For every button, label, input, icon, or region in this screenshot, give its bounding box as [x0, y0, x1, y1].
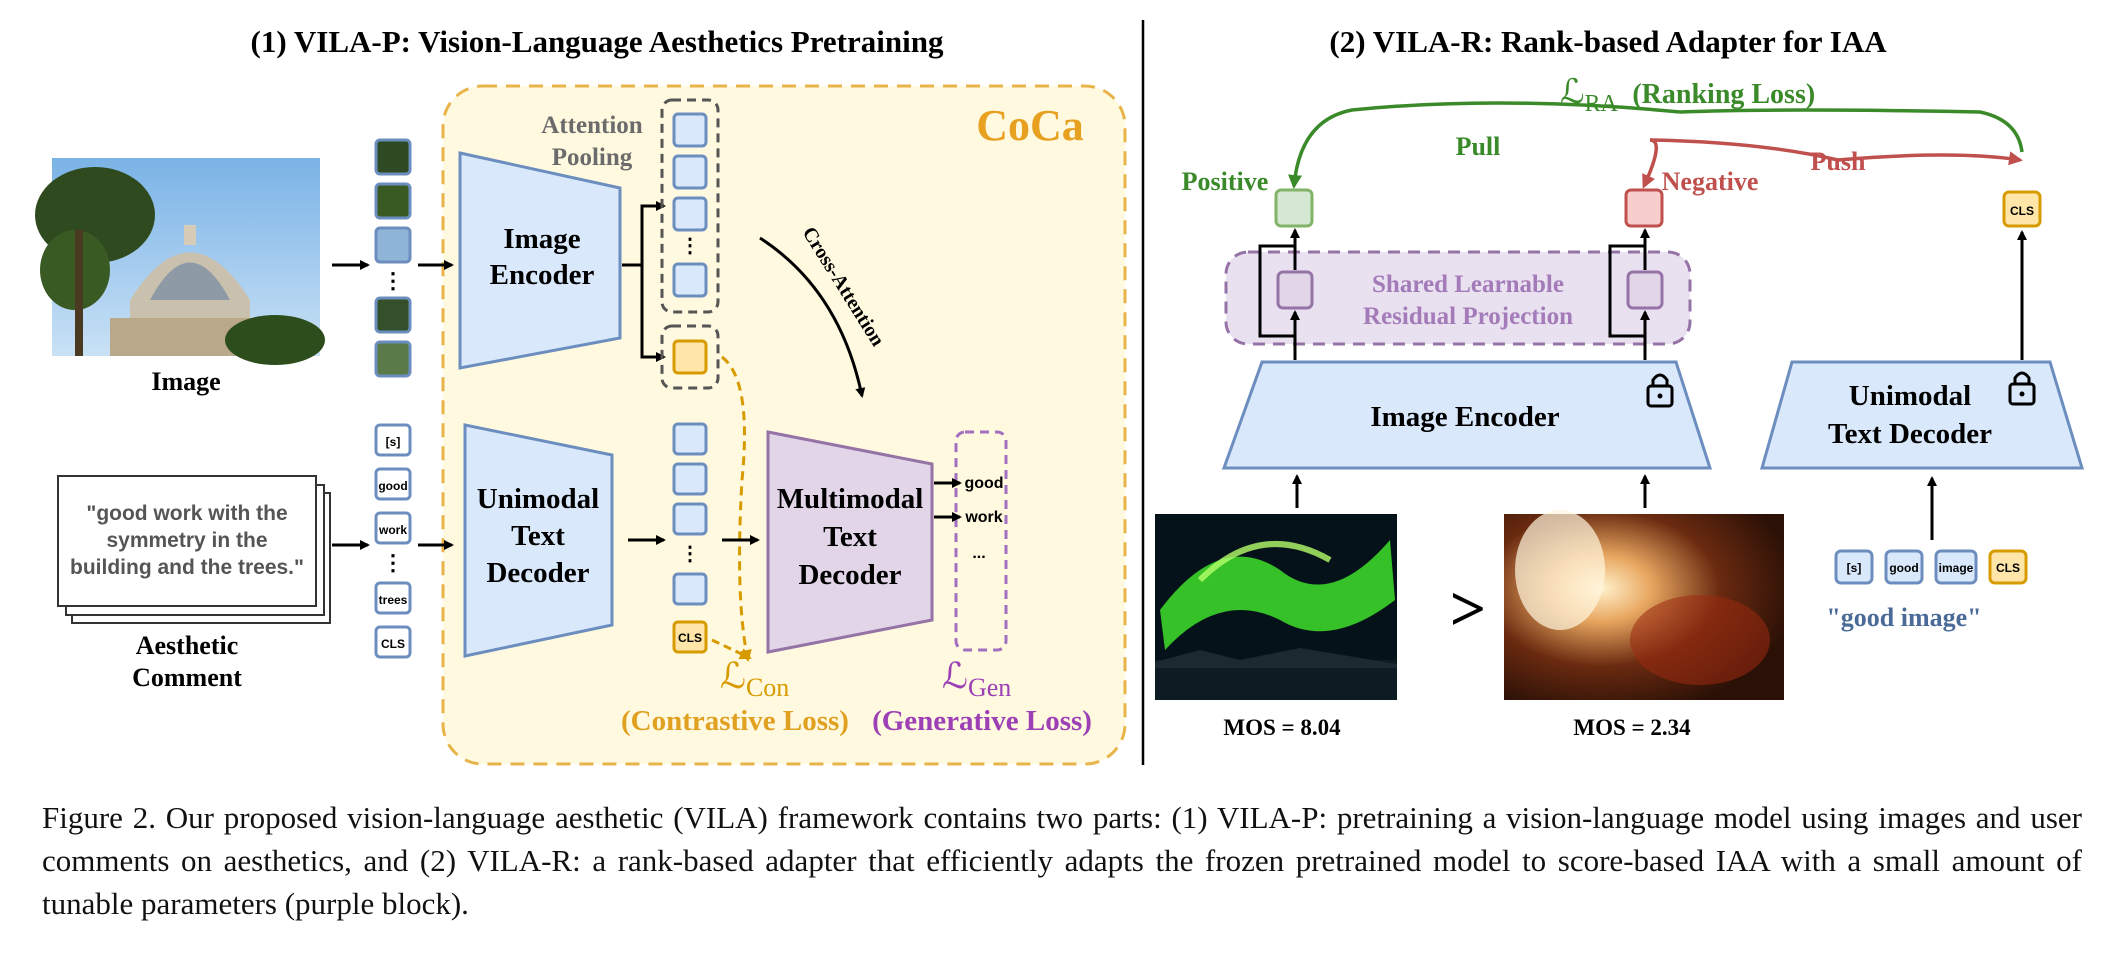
- unimodal-decoder-line-3: Decoder: [486, 557, 589, 589]
- pull-arc-left: [1679, 108, 2024, 153]
- residual-projection-line-2: Residual Projection: [1363, 303, 1573, 330]
- image-cls-embedding: [660, 324, 720, 390]
- negative-label: Negative: [1662, 167, 1759, 196]
- image-label: Image: [151, 367, 220, 396]
- vila-r-token-s-label: [s]: [1847, 561, 1862, 575]
- shared-residual-projection: [1224, 250, 1692, 346]
- mos-low: MOS = 2.34: [1573, 715, 1691, 740]
- comment-line-1: "good work with the: [86, 502, 287, 525]
- multimodal-text-decoder: [766, 430, 934, 654]
- contrastive-link-arrow: [721, 355, 752, 662]
- contrastive-link-arrow-2: [711, 638, 752, 660]
- vila-r-token-image: [1934, 549, 1978, 585]
- comment-line-3: building and the trees.": [70, 556, 304, 579]
- text-cls-token: CLS: [678, 631, 702, 645]
- contrastive-loss-symbol: ℒCon: [720, 656, 789, 702]
- vila-p-unimodal-text-decoder: [463, 423, 614, 658]
- comment-label-line-1: Aesthetic: [136, 631, 239, 660]
- text-token-ellipsis: ⋮: [382, 550, 404, 575]
- lock-icon: [2008, 371, 2036, 406]
- unimodal-decoder-line-2: Text: [511, 520, 565, 552]
- lock-icon: [1646, 373, 1674, 408]
- comment-card-stack: [57, 475, 331, 624]
- mos-high: MOS = 8.04: [1223, 715, 1341, 740]
- image-patch-tokens: ⋮: [374, 138, 412, 378]
- text-token-good: good: [378, 479, 407, 493]
- left-panel-title: (1) VILA-P: Vision-Language Aesthetics P…: [251, 24, 944, 59]
- pull-label: Pull: [1456, 132, 1501, 161]
- push-arc-2: [1642, 138, 1658, 189]
- text-token-cls: CLS: [381, 637, 405, 651]
- generated-token-good: good: [964, 475, 1003, 492]
- positive-embedding: [1274, 188, 1314, 228]
- prompt-text: "good image": [1826, 603, 1981, 632]
- text-token-work: work: [378, 523, 407, 537]
- image-encoder-line-2: Encoder: [490, 259, 595, 291]
- push-label: Push: [1811, 147, 1866, 176]
- residual-projection-line-1: Shared Learnable: [1372, 271, 1564, 298]
- vila-r-token-s: [1834, 549, 1874, 585]
- comment-line-2: symmetry in the: [106, 529, 267, 552]
- skip-right: [1608, 244, 1645, 338]
- negative-embedding: [1624, 188, 1664, 228]
- projection-left: [1276, 270, 1314, 310]
- multimodal-decoder-line-3: Decoder: [798, 559, 901, 591]
- coca-label: CoCa: [976, 101, 1084, 150]
- arrow-encoder-to-attention: [622, 201, 666, 267]
- multimodal-decoder-line-1: Multimodal: [777, 483, 924, 515]
- vila-r-text-decoder: [1760, 360, 2085, 470]
- text-cls-embedding: [2002, 190, 2042, 228]
- svg-text:⋮: ⋮: [680, 543, 700, 565]
- generative-loss-label: (Generative Loss): [872, 705, 1092, 737]
- attention-pooling-line-1: Attention: [541, 112, 642, 139]
- multimodal-decoder-line-2: Text: [823, 521, 877, 553]
- contrastive-loss-label: (Contrastive Loss): [621, 705, 849, 737]
- vila-r-token-cls-label: CLS: [1996, 561, 2020, 575]
- generated-token-ellipsis: ...: [972, 545, 985, 562]
- svg-text:⋮: ⋮: [680, 235, 700, 257]
- cross-attention-arrow: [759, 236, 866, 398]
- svg-text:⋮: ⋮: [382, 268, 404, 293]
- unimodal-decoder-line-1: Unimodal: [477, 483, 599, 515]
- vila-r-image-encoder: [1221, 360, 1713, 470]
- right-panel-title: (2) VILA-R: Rank-based Adapter for IAA: [1329, 24, 1887, 59]
- figure-caption: Figure 2. Our proposed vision-language a…: [42, 800, 2082, 921]
- comparison-symbol: >: [1450, 573, 1486, 644]
- skip-left: [1258, 244, 1295, 338]
- vila-r-token-good-label: good: [1889, 561, 1918, 575]
- attention-pooled-tokens: ⋮: [660, 98, 720, 314]
- vila-p-image-encoder: [458, 151, 622, 370]
- image-encoder-line-1: Image: [503, 223, 580, 255]
- vila-r-token-good: [1884, 549, 1924, 585]
- text-token-trees: trees: [379, 593, 408, 607]
- aurora-image: [1155, 514, 1397, 700]
- vila-r-token-cls: [1988, 549, 2028, 585]
- text-token-column: [374, 423, 412, 659]
- text-embedding-column: ⋮: [672, 422, 708, 654]
- generated-token-work: work: [964, 509, 1002, 526]
- comment-label-line-2: Comment: [132, 663, 242, 692]
- text-cls-embedding-label: CLS: [2010, 204, 2034, 218]
- blurred-image: [1504, 510, 1784, 700]
- vila-r-token-image-label: image: [1939, 561, 1974, 575]
- positive-label: Positive: [1182, 167, 1269, 196]
- attention-pooling-line-2: Pooling: [552, 144, 633, 171]
- text-token-s: [s]: [386, 435, 401, 449]
- input-image: [35, 158, 325, 365]
- pull-arc: [1288, 101, 1681, 189]
- arrow-encoder-to-cls-embedding: [640, 265, 666, 362]
- generative-loss-symbol: ℒGen: [942, 656, 1011, 702]
- figure-diagram: (1) VILA-P: Vision-Language Aesthetics P…: [35, 20, 2085, 766]
- projection-right: [1626, 270, 1664, 310]
- vila-r-text-decoder-line-1: Unimodal: [1849, 380, 1971, 412]
- generated-token-box: [954, 430, 1008, 652]
- vila-r-image-encoder-label: Image Encoder: [1370, 401, 1559, 433]
- vila-r-text-decoder-line-2: Text Decoder: [1828, 418, 1992, 450]
- ranking-loss-label: ℒRA (Ranking Loss): [1560, 74, 1815, 119]
- push-arc: [1649, 138, 2023, 166]
